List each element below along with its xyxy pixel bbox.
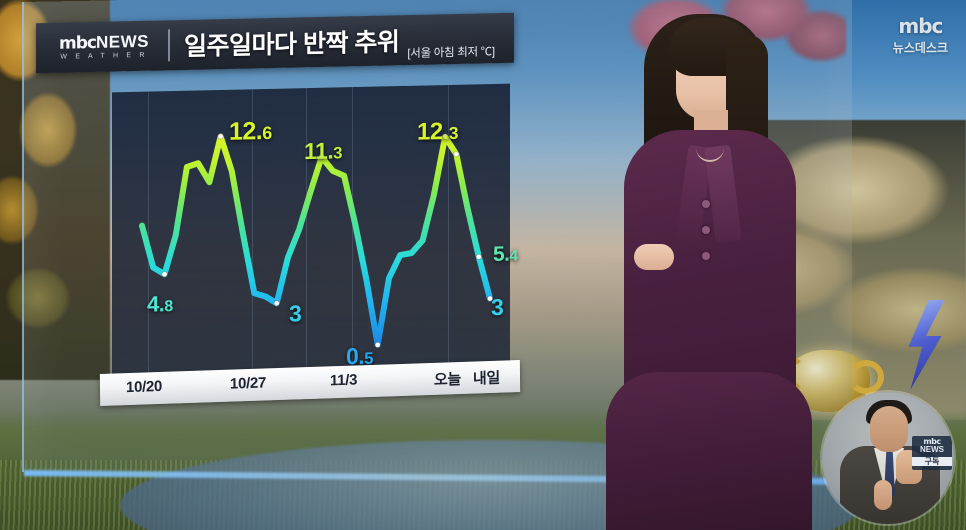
temperature-line-chart — [139, 133, 493, 348]
weather-presenter — [598, 4, 813, 530]
title-bar: mbcNEWS W E A T H E R 일주일마다 반짝 추위 [서울 아침… — [36, 12, 514, 74]
watermark-newsdesk-text: 뉴스데스크 — [892, 41, 948, 55]
chart-value-label: 12.6 — [229, 117, 272, 146]
presenter-dress-button — [702, 200, 710, 208]
mbc-news-weather-logo: mbcNEWS W E A T H E R — [36, 31, 168, 62]
x-axis-tick-label: 10/27 — [229, 374, 267, 393]
badge-news-text: NEWS — [920, 445, 944, 455]
presenter-dress-skirt — [606, 372, 812, 530]
interpreter-tie — [884, 452, 895, 496]
x-axis-tick-label: 11/3 — [329, 371, 358, 390]
brand-weather-text: W E A T H E R — [60, 52, 148, 62]
mbc-news-subscribe-badge: mbc NEWS 구독 — [912, 436, 952, 470]
watermark-mbc-text: mbc — [898, 14, 943, 38]
interpreter-face — [870, 406, 908, 452]
chart-value-label: 4.8 — [147, 291, 173, 317]
sign-language-interpreter-inset: mbc NEWS 구독 — [822, 392, 954, 524]
chart-value-label: 3 — [491, 293, 504, 321]
presenter-hands — [634, 244, 674, 270]
x-axis-tick-label: 오늘 — [433, 370, 462, 389]
presenter-necklace — [696, 144, 724, 162]
temperature-chart-panel: 12.6 11.3 12.3 4.8 3 0.5 5.4 3 — [112, 83, 517, 388]
x-axis-tick-label: 내일 — [472, 369, 501, 388]
chart-value-label: 12.3 — [417, 117, 458, 146]
x-axis-tick-label: 10/20 — [125, 377, 163, 397]
presenter-dress-button — [702, 252, 710, 260]
badge-subscribe-text: 구독 — [912, 456, 952, 467]
brand-mbc-text: mbc — [59, 32, 96, 54]
badge-mbc-text: mbc — [923, 437, 941, 446]
chart-value-label: 5.4 — [493, 242, 518, 267]
headline-unit-text: [서울 아침 최저 ℃] — [407, 46, 495, 61]
interpreter-hand-lower — [874, 480, 892, 510]
chart-value-label: 11.3 — [304, 137, 342, 165]
chart-value-label: 3 — [289, 300, 302, 327]
brand-logo-text: mbcNEWS — [59, 31, 149, 54]
mbc-newsdesk-watermark: mbc 뉴스데스크 — [893, 14, 948, 56]
brand-news-text: NEWS — [95, 31, 149, 52]
presenter-dress-button — [702, 226, 710, 234]
headline-text: 일주일마다 반짝 추위 — [184, 28, 400, 61]
title-divider — [168, 29, 170, 62]
